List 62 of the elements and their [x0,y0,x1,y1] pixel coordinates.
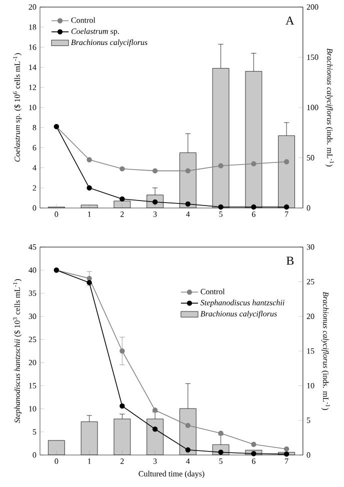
y2-tick-label: 20 [306,314,314,320]
y-tick-label: 0 [32,205,36,211]
y-tick-label: 45 [28,244,36,250]
y-tick-label: 2 [32,185,36,191]
y2-tick-label: 25 [306,278,314,284]
y-tick-label: 20 [28,360,36,366]
x-axis-title: Cultured time (days) [138,470,204,478]
y2-axis-title: Brachionus calyciflorus (inds. mL$^{-1}$) [325,48,334,166]
x-tick-label: 2 [120,212,124,217]
x-tick-label: 3 [153,212,157,217]
x-tick-label: 0 [54,458,58,464]
y-axis-title: Stephanodiscus hantzschii ($ 10$^{3}$ cells mL$^{-1}$) [13,279,22,424]
y2-axis-title: Brachionus calyciflorus (inds. mL$^{-1}$) [321,292,330,410]
y2-tick-label: 10 [307,382,314,388]
y-tick-label: 16 [29,44,36,50]
y2-tick-label: 0 [306,205,310,211]
x-tick-label: 1 [88,458,91,464]
x-tick-label: 4 [186,458,190,464]
y-tick-label: 15 [29,382,36,388]
x-tick-label: 1 [88,212,91,217]
x-tick-label: 4 [186,212,190,217]
y-tick-label: 0 [32,452,36,458]
y-tick-label: 4 [32,165,36,170]
y2-tick-label: 0 [306,452,310,458]
x-tick-label: 0 [54,212,58,217]
y-tick-label: 8 [32,124,36,130]
y2-tick-label: 200 [306,4,318,10]
legend-label: Coelastrum sp. [71,28,119,36]
y2-tick-label: 50 [306,155,314,160]
y-tick-label: 10 [29,406,36,412]
y-tick-label: 30 [28,314,36,320]
annotation: B [286,256,294,265]
y-tick-label: 14 [29,64,36,70]
legend-label: Brachionus calyciflorus [200,310,277,318]
y2-tick-label: 100 [307,104,318,110]
y-tick-label: 40 [28,267,36,273]
x-tick-label: 6 [252,212,256,217]
y-axis-title: Coelastrum sp. ($ 10$^{6}$ cells mL$^{-1}$) [13,53,22,162]
legend-label: Control [71,17,96,23]
y2-tick-label: 5 [306,418,310,423]
y2-tick-label: 150 [307,54,318,60]
x-tick-label: 2 [120,458,124,464]
x-tick-label: 3 [153,458,157,464]
y2-tick-label: 15 [307,348,314,354]
y-tick-label: 10 [29,104,36,110]
x-tick-label: 5 [219,212,222,217]
x-tick-label: 5 [219,458,222,464]
legend-label: Brachionus calyciflorus [71,39,148,47]
x-tick-label: 7 [285,212,288,217]
y-tick-label: 35 [28,290,36,296]
y-tick-label: 20 [28,4,36,10]
legend-label: Stephanodiscus hantzschii [200,300,284,307]
y-tick-label: 5 [32,429,36,435]
annotation: A [286,16,294,24]
y-tick-label: 12 [29,84,36,90]
y-tick-label: 18 [29,24,36,30]
legend-label: Control [200,288,225,294]
x-tick-label: 6 [252,458,256,464]
y2-tick-label: 30 [306,244,314,250]
x-tick-label: 7 [285,458,288,464]
y-tick-label: 6 [32,145,36,150]
y-tick-label: 25 [28,336,36,342]
